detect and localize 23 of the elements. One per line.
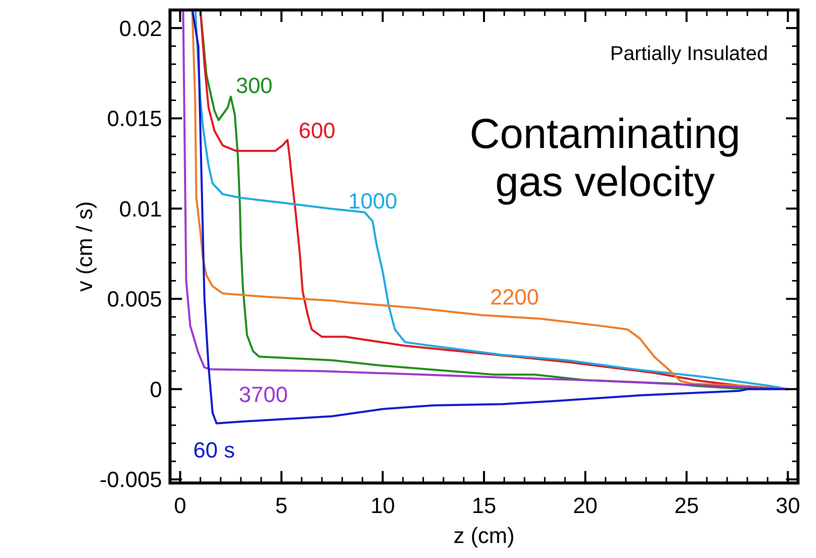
x-tick-label: 0 [174,493,186,518]
text: Contaminating gas velocity [470,110,740,205]
x-tick-label: 20 [573,493,598,518]
y-tick-label: 0 [150,376,162,402]
x-axis-title: z (cm) [453,523,515,548]
annotation: Partially Insulated [610,43,768,65]
series-label: 1000 [348,188,398,214]
y-tick-label: 0.01 [119,196,162,222]
y-tick-label: -0.005 [100,467,162,492]
x-tick-label: 30 [776,493,800,518]
series-label: 600 [298,118,336,144]
series-label: 3700 [238,382,288,407]
x-tick-label: 25 [674,493,699,518]
series-label: 2200 [490,284,540,310]
series-label: 300 [236,73,273,98]
x-tick-label: 15 [472,493,496,518]
x-tick-label: 5 [275,493,288,518]
y-tick-label: 0.02 [119,16,162,41]
y-axis-title: v (cm / s) [72,201,97,292]
y-tick-label: 0.005 [106,286,162,312]
x-tick-label: 10 [370,493,395,518]
y-tick-label: 0.015 [106,106,162,132]
series-label: 60 s [193,438,235,463]
